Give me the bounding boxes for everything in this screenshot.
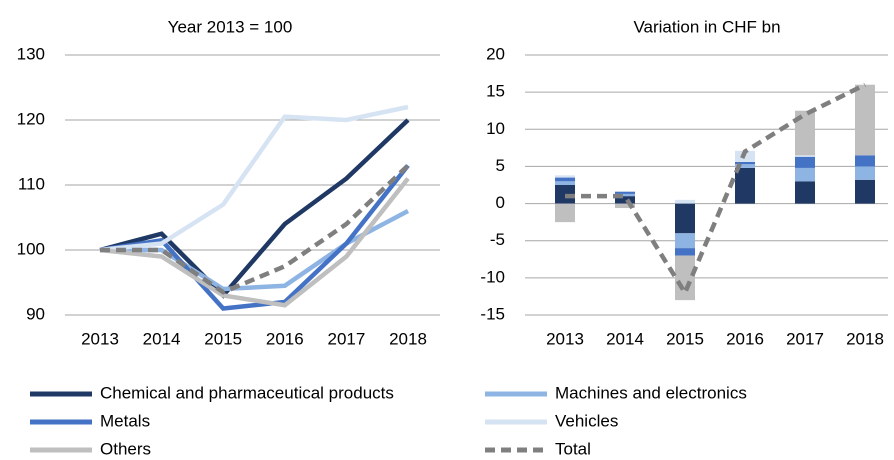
bar-segment xyxy=(855,166,875,180)
y-tick-label: 0 xyxy=(496,193,505,212)
series-line xyxy=(99,104,409,253)
y-tick-label: 10 xyxy=(486,119,505,138)
bar-segment xyxy=(795,167,815,182)
y-tick-label: 20 xyxy=(486,44,505,63)
bar-segment xyxy=(795,181,815,204)
x-tick-label: 2015 xyxy=(666,329,704,348)
series-line xyxy=(100,163,410,295)
bar-segment xyxy=(555,177,575,182)
legend-label: Metals xyxy=(100,411,150,430)
x-tick-label: 2013 xyxy=(81,329,119,348)
bar-segment xyxy=(555,181,575,185)
chart-title: Year 2013 = 100 xyxy=(168,17,293,36)
legend-label: Vehicles xyxy=(555,411,618,430)
legend-label: Chemical and pharmaceutical products xyxy=(100,383,394,402)
bar-segment xyxy=(855,155,875,167)
legend-label: Total xyxy=(555,439,591,458)
y-tick-label: 110 xyxy=(18,174,45,193)
y-tick-label: 90 xyxy=(26,304,45,323)
bar-segment xyxy=(675,199,695,204)
bar-segment xyxy=(795,110,815,156)
x-tick-label: 2015 xyxy=(204,329,242,348)
bar-segment xyxy=(675,255,695,301)
x-tick-label: 2018 xyxy=(389,329,427,348)
bar-segment xyxy=(675,203,695,234)
legend-label: Machines and electronics xyxy=(555,383,747,402)
series-line xyxy=(99,118,410,299)
bar-segment xyxy=(735,161,755,165)
series-line xyxy=(565,82,866,298)
bar-segment xyxy=(615,191,635,194)
x-tick-label: 2014 xyxy=(143,329,181,348)
bar-segment xyxy=(735,167,755,204)
series-line xyxy=(99,177,410,308)
y-tick-label: 15 xyxy=(486,82,505,101)
y-tick-label: 130 xyxy=(17,44,45,63)
y-tick-label: -5 xyxy=(490,230,505,249)
bar-segment xyxy=(855,179,875,204)
y-tick-label: 120 xyxy=(17,109,45,128)
bar-segment xyxy=(555,203,575,223)
series-line xyxy=(99,164,410,311)
bar-segment xyxy=(555,175,575,178)
x-tick-label: 2016 xyxy=(726,329,764,348)
legend-label: Others xyxy=(100,439,151,458)
x-tick-label: 2016 xyxy=(266,329,304,348)
x-tick-label: 2014 xyxy=(606,329,644,348)
bar-segment xyxy=(615,193,635,197)
x-tick-label: 2017 xyxy=(327,329,365,348)
x-tick-label: 2018 xyxy=(846,329,884,348)
y-tick-label: -10 xyxy=(480,267,505,286)
bar-segment xyxy=(675,233,695,249)
bar-segment xyxy=(675,248,695,256)
chart-title: Variation in CHF bn xyxy=(633,17,780,36)
bar-segment xyxy=(795,155,815,157)
bar-segment xyxy=(615,196,635,204)
bar-segment xyxy=(615,203,635,209)
bar-segment xyxy=(855,84,875,156)
y-tick-label: 5 xyxy=(496,156,505,175)
bar-segment xyxy=(795,156,815,168)
bar-segment xyxy=(735,164,755,168)
y-tick-label: 100 xyxy=(17,239,45,258)
x-tick-label: 2017 xyxy=(786,329,824,348)
y-tick-label: -15 xyxy=(480,304,505,323)
x-tick-label: 2013 xyxy=(546,329,584,348)
